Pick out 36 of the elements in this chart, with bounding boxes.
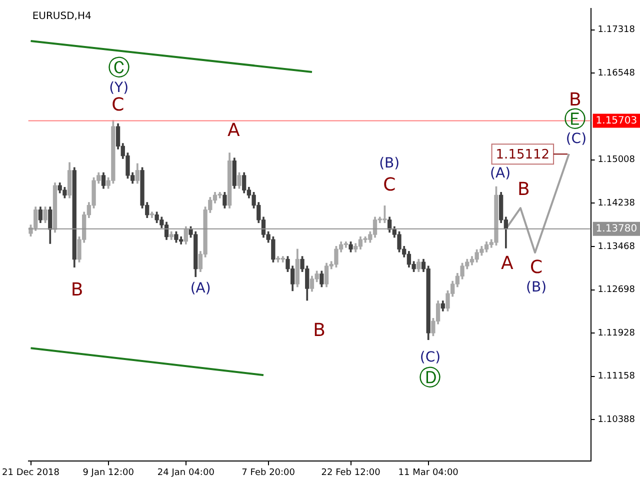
y-tick-label: 1.14238: [598, 198, 636, 208]
y-tick-label: 1.13468: [598, 242, 636, 252]
annotation: A: [227, 120, 240, 142]
x-tick-label: 21 Dec 2018: [2, 468, 60, 478]
annotation: (Y): [109, 80, 129, 96]
annotation: Ⓓ: [419, 366, 442, 392]
x-tick-label: 24 Jan 04:00: [157, 468, 215, 478]
ref-line-label: 1.15703: [596, 115, 638, 126]
y-tick-label: 1.17318: [598, 25, 636, 36]
ref-line-label: 1.13780: [596, 223, 638, 234]
y-tick-label: 1.10388: [598, 415, 636, 426]
annotation: C: [112, 94, 124, 116]
chart-title: EURUSD,H4: [32, 10, 92, 22]
annotation: C: [383, 174, 396, 196]
annotation: B: [313, 320, 326, 341]
annotation: Ⓒ: [108, 56, 130, 82]
annotation: C: [530, 256, 543, 278]
annotation: (A): [490, 165, 511, 182]
x-tick-label: 22 Feb 12:00: [321, 468, 381, 478]
x-tick-label: 7 Feb 20:00: [242, 468, 296, 478]
annotation: (B): [379, 156, 400, 172]
x-tick-label: 9 Jan 12:00: [82, 468, 134, 478]
annotation: (C): [420, 349, 441, 366]
y-tick-label: 1.11928: [598, 328, 636, 338]
annotation: (C): [566, 130, 587, 147]
y-tick-label: 1.15008: [598, 155, 636, 166]
annotation: 1.15112: [496, 147, 550, 162]
annotation: A: [500, 253, 514, 274]
annotation: (B): [526, 280, 547, 296]
annotation: B: [70, 280, 84, 301]
y-tick-label: 1.11158: [598, 372, 636, 382]
y-tick-label: 1.12698: [598, 285, 636, 296]
y-tick-label: 1.16548: [598, 68, 636, 79]
annotation: (A): [190, 280, 211, 297]
x-tick-label: 11 Mar 04:00: [398, 468, 459, 478]
annotation: B: [517, 179, 530, 200]
